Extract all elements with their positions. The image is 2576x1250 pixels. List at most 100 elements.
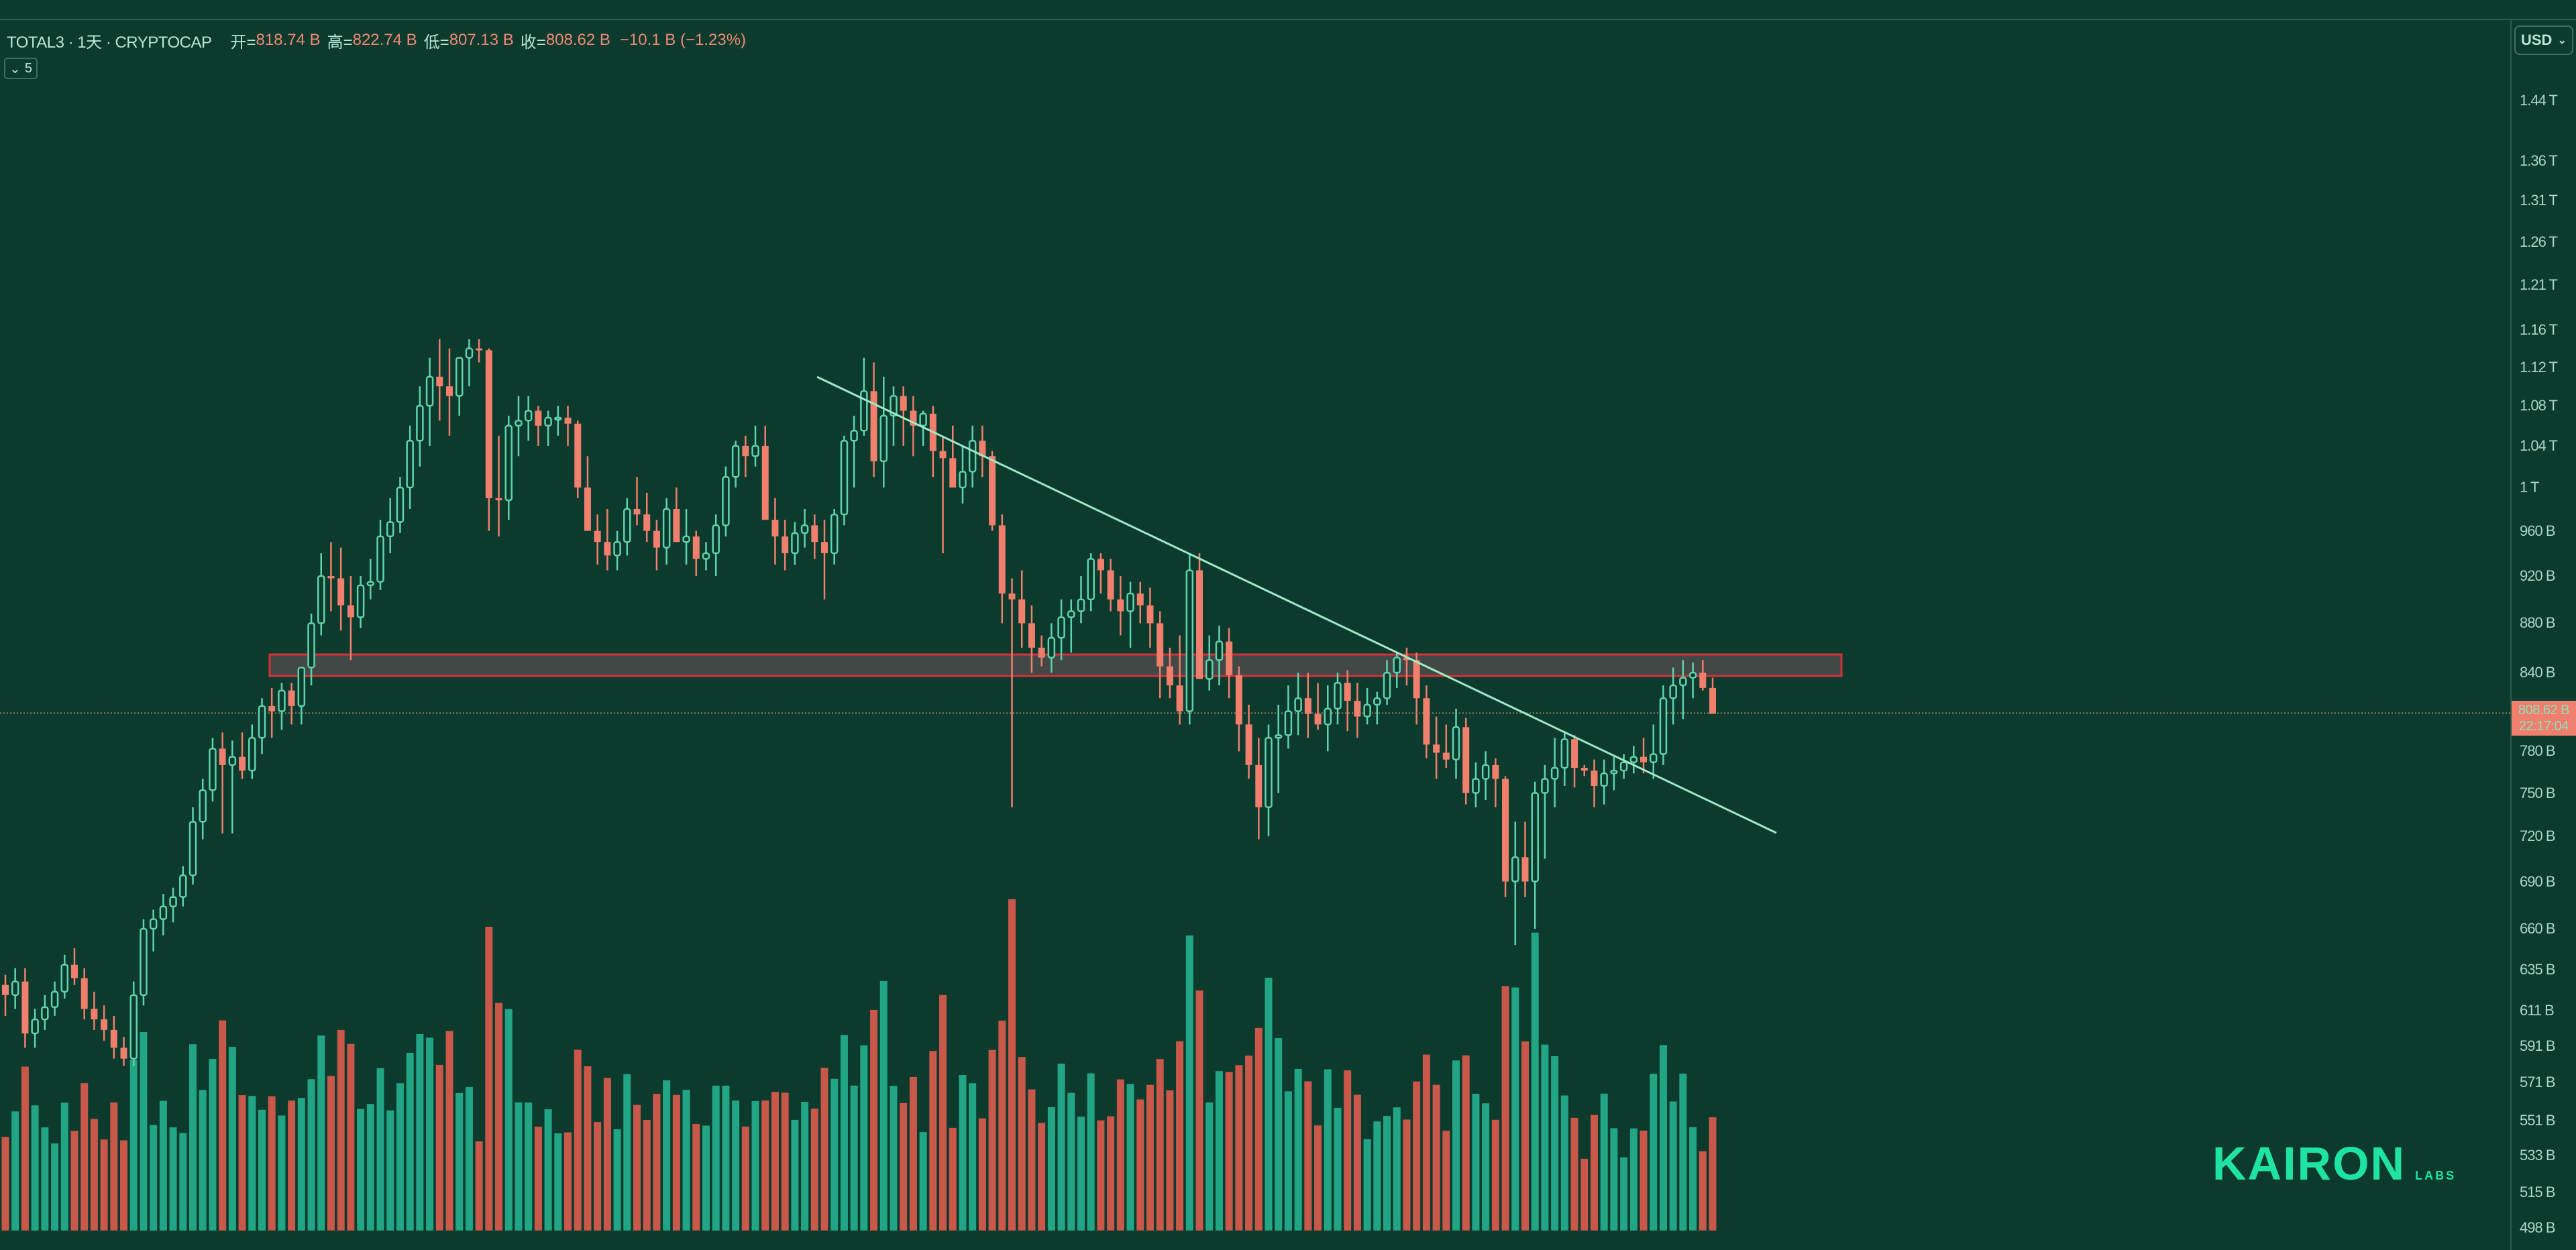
candle-body-up [366,581,375,587]
volume-bar [248,1096,256,1231]
high-value: 822.74 B [352,31,417,49]
volume-bar [712,1085,720,1231]
candle-body-up [1393,657,1401,674]
candle-body-up [1600,772,1608,787]
volume-bar [1679,1073,1687,1231]
candle-body-down [1433,744,1440,753]
price-chart-canvas[interactable] [0,0,2510,1250]
volume-bar [1195,990,1203,1231]
price-axis-tick: 720 B [2520,828,2555,845]
open-label: 开= [230,33,256,52]
price-axis-tick: 840 B [2520,664,2555,681]
volume-bar [1018,1057,1026,1231]
candle-body-up [1560,738,1569,769]
candle-body-up [307,622,315,669]
volume-bar [1413,1081,1421,1231]
volume-bar [1245,1056,1253,1231]
volume-bar [1511,987,1519,1231]
candle-body-down [1196,570,1203,679]
candle-body-up [149,918,158,930]
volume-bar [1570,1117,1578,1231]
volume-bar [978,1118,986,1231]
volume-bar [702,1125,710,1231]
descending-trendline [816,376,1777,834]
volume-bar [150,1125,158,1231]
candle-body-down [1314,714,1322,725]
volume-bar [337,1029,345,1231]
price-axis-tick: 571 B [2520,1074,2555,1091]
volume-bar [515,1102,523,1231]
candle-body-up [554,416,562,421]
candle-body-up [504,424,513,502]
candle-body-down [870,391,877,461]
volume-bar [1650,1074,1658,1231]
candle-body-down [1580,767,1588,771]
candle-body-up [1087,558,1095,601]
candle-body-up [1373,697,1381,706]
high-label: 高= [327,33,353,52]
candle-body-up [1067,610,1075,618]
top-border [0,19,2576,20]
price-axis-tick: 1.21 T [2520,276,2558,294]
symbol-title[interactable]: TOTAL3 · 1天 · CRYPTOCAP [7,33,212,52]
price-axis-tick: 635 B [2520,961,2555,978]
candle-body-up [919,412,927,427]
volume-bar [169,1127,177,1231]
candle-body-down [1521,857,1529,882]
candle-body-up [850,429,858,442]
volume-bar [1669,1101,1677,1231]
candle-body-up [209,748,217,791]
volume-bar [1699,1151,1707,1231]
volume-bar [1432,1084,1440,1231]
volume-bar [554,1133,562,1231]
volume-bar [1324,1069,1332,1231]
volume-bar [31,1105,39,1231]
candle-body-up [1057,616,1065,639]
volume-bar [278,1115,286,1231]
candle-body-down [692,536,700,559]
candle-body-up [228,756,237,766]
volume-bar [41,1127,49,1231]
candle-body-up [248,737,256,772]
candle-body-up [140,927,148,997]
candle-body-down [1166,666,1173,686]
volume-bar [189,1044,197,1231]
volume-bar [1363,1139,1371,1231]
volume-bar [1225,1072,1233,1231]
candle-body-down [1008,593,1016,600]
indicators-collapse-button[interactable]: ⌄ 5 [4,58,38,79]
price-axis-tick: 1.26 T [2520,233,2558,251]
candle-body-down [337,578,345,606]
candle-body-up [1679,677,1687,687]
volume-bar [21,1066,29,1231]
candle-body-up [41,1006,49,1021]
candle-body-up [879,414,888,463]
volume-bar [1304,1081,1312,1231]
last-price-value: 808.62 B [2518,703,2570,718]
volume-bar [801,1102,809,1231]
candle-body-up [890,395,898,417]
volume-bar [998,1021,1006,1231]
volume-bar [307,1079,315,1231]
candle-body-up [416,404,424,442]
candle-body-down [1442,752,1450,760]
candle-body-down [1136,593,1144,606]
volume-bar [347,1043,355,1231]
candle-body-up [1481,764,1490,780]
volume-bar [1205,1102,1214,1231]
candle-body-down [1176,685,1183,712]
volume-bar [870,1009,878,1231]
currency-label: USD [2521,32,2553,48]
volume-bar [544,1109,552,1231]
volume-bar [722,1085,730,1231]
volume-bar [1353,1094,1361,1231]
candle-body-up [60,964,69,993]
candle-body-up [1274,734,1283,739]
volume-bar [890,1086,898,1231]
candle-body-up [1629,756,1638,763]
candle-body-up [1077,598,1085,612]
volume-bar [623,1074,631,1231]
currency-selector[interactable]: USD ⌄ [2514,25,2573,55]
candle-body-up [1383,671,1391,699]
candle-body-up [800,524,809,534]
